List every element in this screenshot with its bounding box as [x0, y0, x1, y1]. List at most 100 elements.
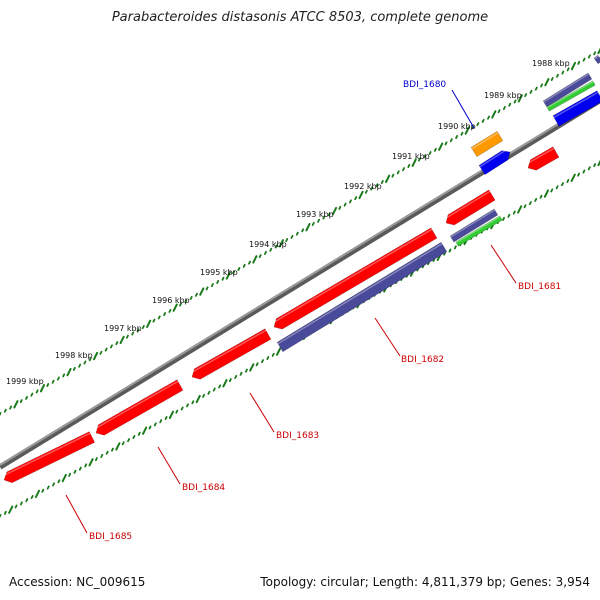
outer-tick — [290, 234, 294, 239]
genome-summary-text: Topology: circular; Length: 4,811,379 bp… — [260, 575, 590, 589]
inner-tick — [34, 489, 41, 499]
outer-tick — [225, 271, 231, 280]
inner-tick — [57, 479, 61, 484]
outer-tick — [354, 196, 358, 201]
scale-label: 1994 kbp — [249, 240, 287, 249]
outer-tick — [502, 106, 506, 110]
outer-tick — [242, 263, 246, 268]
inner-tick — [8, 505, 14, 514]
inner-tick — [111, 447, 114, 452]
cds-feature — [191, 328, 272, 380]
inner-tick — [159, 419, 163, 424]
scale-label: 1996 kbp — [152, 296, 190, 305]
outer-tick — [449, 138, 453, 143]
inner-tick — [14, 504, 18, 509]
outer-tick — [136, 328, 140, 333]
inner-tick — [168, 410, 175, 420]
scale-label: 1998 kbp — [55, 351, 93, 360]
outer-tick — [19, 399, 23, 404]
outer-tick — [464, 126, 470, 135]
outer-tick — [433, 147, 437, 152]
outer-tick — [317, 218, 321, 223]
inner-tick — [523, 204, 527, 209]
outer-tick — [582, 57, 586, 62]
cds-feature — [95, 379, 184, 436]
inner-tick — [502, 216, 506, 221]
outer-tick — [566, 67, 570, 72]
outer-tick — [248, 260, 251, 265]
inner-tick — [52, 482, 56, 487]
purple-feature-shine — [277, 243, 443, 345]
outer-tick — [385, 174, 391, 183]
outer-tick — [343, 202, 347, 207]
inner-tick — [512, 210, 516, 215]
outer-tick — [35, 389, 39, 394]
outer-tick — [216, 279, 220, 284]
orange-feature — [470, 130, 504, 158]
outer-tick — [481, 118, 485, 123]
outer-tick — [517, 94, 523, 103]
inner-tick — [46, 485, 50, 490]
inner-tick — [448, 248, 452, 253]
inner-tick — [100, 453, 104, 458]
scale-labels: 1988 kbp 1989 kbp 1990 kbp 1991 kbp 1992 kbp… — [6, 59, 570, 386]
outer-tick — [497, 109, 501, 114]
outer-tick — [110, 344, 113, 349]
outer-tick — [322, 215, 326, 220]
outer-tick — [0, 412, 2, 416]
outer-tick — [311, 221, 315, 226]
cds-feature — [3, 431, 96, 484]
inner-tick — [593, 163, 597, 168]
outer-tick — [210, 283, 214, 288]
outer-tick — [491, 110, 497, 119]
outer-tick — [550, 77, 554, 81]
outer-tick — [30, 392, 34, 397]
scale-label: 1992 kbp — [344, 182, 382, 191]
outer-tick — [258, 254, 262, 259]
inner-tick — [175, 409, 179, 414]
outer-tick — [104, 347, 108, 352]
inner-tick — [19, 501, 23, 506]
outer-tick — [407, 163, 411, 168]
inner-tick — [78, 466, 82, 471]
inner-tick — [84, 463, 88, 468]
outer-tick — [418, 157, 421, 162]
outer-tick — [375, 183, 379, 188]
outer-tick — [83, 360, 87, 365]
orange-feature-shine — [471, 132, 499, 150]
inner-tick — [88, 458, 94, 467]
outer-tick — [349, 199, 352, 204]
inner-tick — [132, 435, 136, 439]
outer-tick — [513, 99, 517, 104]
outer-tick — [13, 400, 19, 409]
gene-label: BDI_1680 — [403, 80, 446, 90]
outer-tick — [51, 379, 55, 384]
genome-backbone — [0, 97, 600, 470]
scale-label: 1993 kbp — [296, 210, 334, 219]
inner-tick — [275, 347, 282, 356]
outer-tick — [252, 255, 258, 264]
scale-label: 1988 kbp — [532, 59, 570, 68]
outer-tick — [184, 299, 188, 304]
inner-tick — [577, 172, 581, 177]
outer-tick — [402, 167, 405, 172]
inner-tick — [25, 498, 29, 503]
purple-feature — [542, 72, 593, 108]
gene-label: BDI_1683 — [276, 431, 319, 441]
outer-tick — [78, 363, 82, 368]
inner-tick — [528, 201, 532, 206]
outer-tick — [141, 325, 145, 330]
inner-tick — [115, 442, 121, 451]
inner-tick — [121, 441, 125, 446]
inner-tick — [555, 185, 559, 190]
inner-tick — [517, 205, 523, 214]
gene-label-leader — [490, 244, 517, 284]
blue-feature-shine — [553, 91, 599, 118]
outer-tick — [205, 286, 209, 291]
blue-feature — [552, 90, 600, 127]
inner-tick — [534, 197, 538, 202]
outer-tick — [364, 189, 368, 194]
inner-tick — [222, 379, 228, 388]
outer-tick — [115, 341, 119, 346]
outer-tick — [305, 223, 311, 232]
